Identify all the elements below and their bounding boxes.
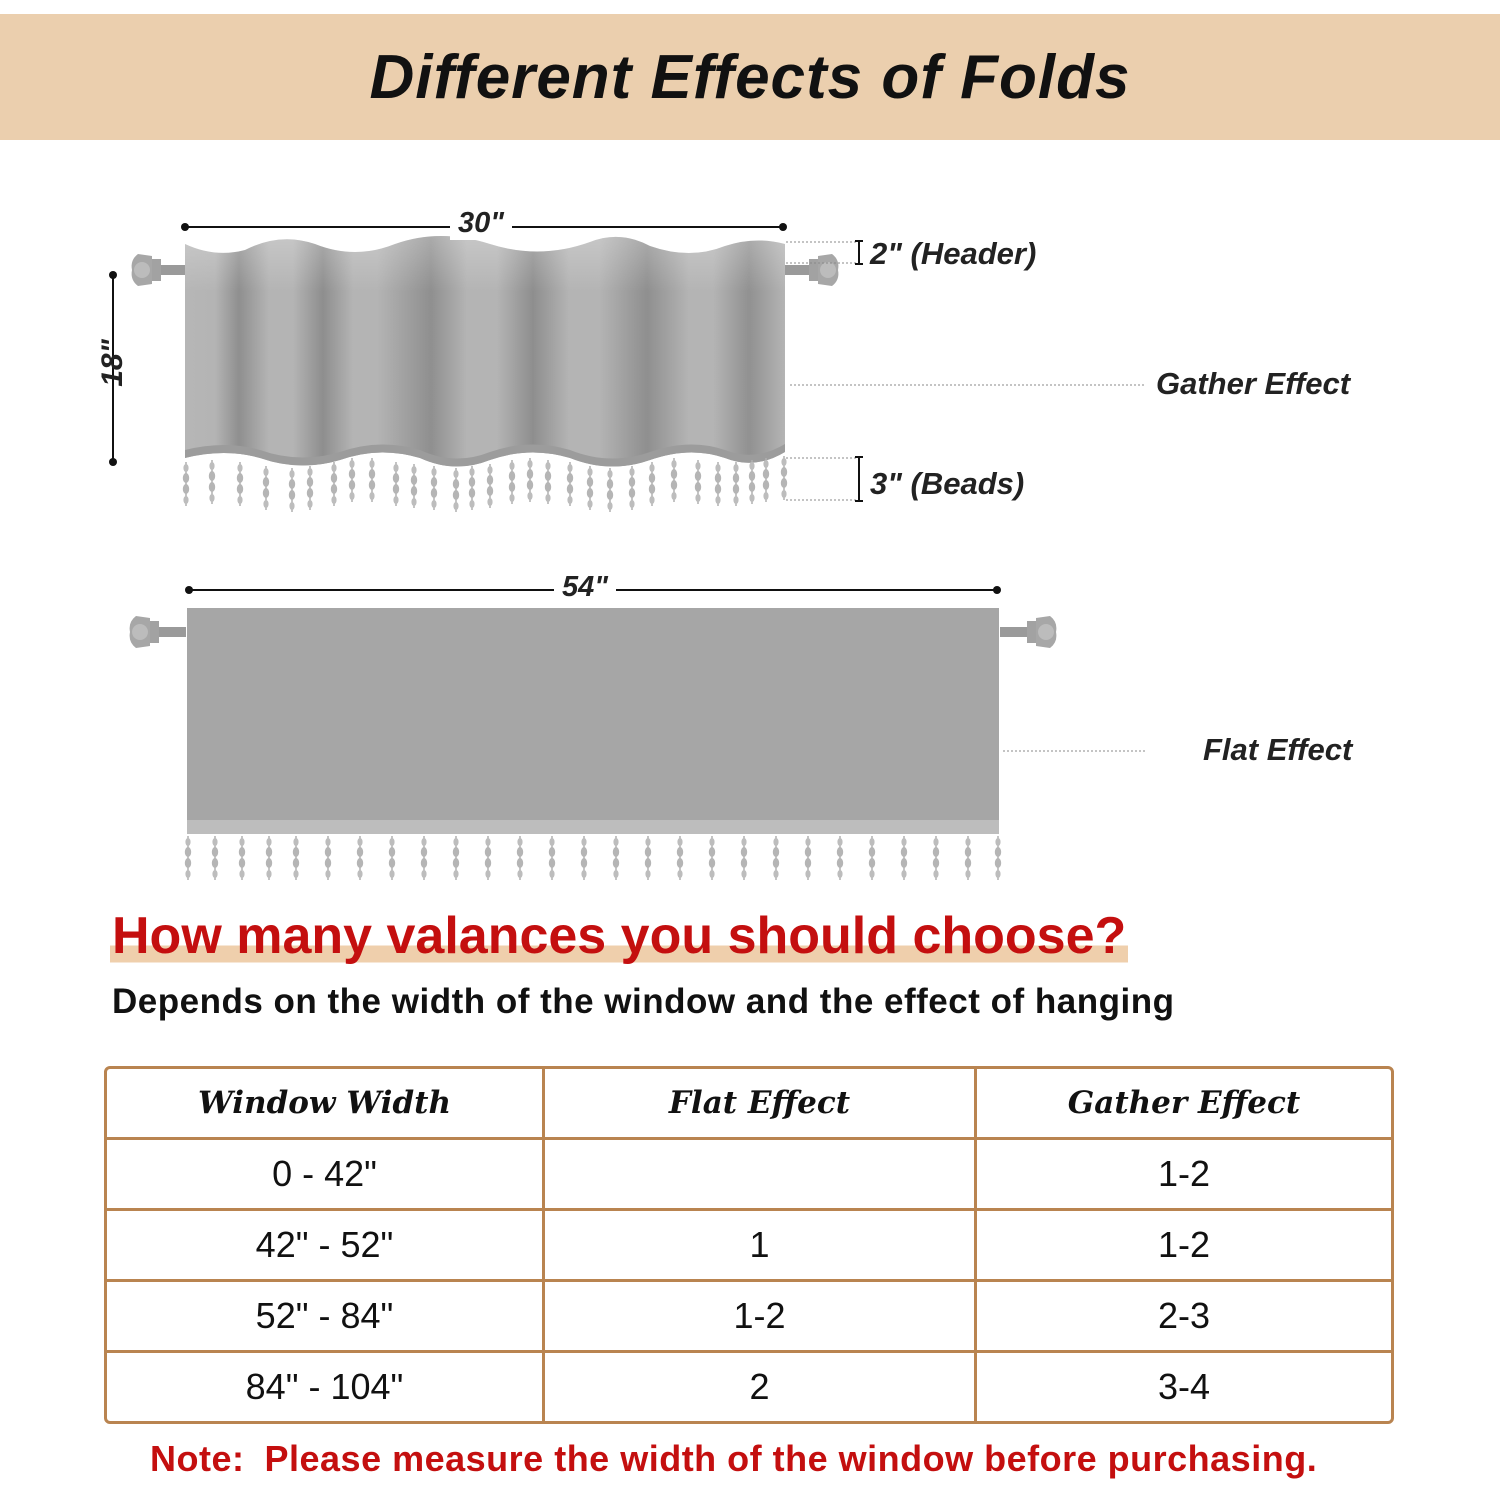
cell-flat-effect: 2	[545, 1353, 977, 1421]
cell-flat-effect: 1	[545, 1211, 977, 1282]
column-header-flat-effect: Flat Effect	[545, 1069, 977, 1140]
cell-flat-effect: 1-2	[545, 1282, 977, 1353]
gather-beads-fringe	[182, 455, 788, 513]
flat-valance-illustration	[129, 586, 1145, 881]
table-row: 84" - 104" 2 3-4	[107, 1353, 1391, 1421]
gather-valance-illustration	[109, 223, 1145, 513]
curtain-rod-finial-right-icon	[782, 254, 839, 286]
cell-flat-effect	[545, 1140, 977, 1211]
cell-gather-effect: 3-4	[1157, 1366, 1211, 1407]
question-subtitle: Depends on the width of the window and t…	[112, 982, 1175, 1021]
curtain-rod-finial-left-icon	[129, 616, 186, 648]
flat-beads-fringe	[184, 835, 1002, 881]
cell-window-width: 84" - 104"	[107, 1353, 545, 1421]
cell-window-width: 52" - 84"	[107, 1282, 545, 1353]
question-heading: How many valances you should choose?	[110, 906, 1129, 966]
flat-valance-fabric	[187, 608, 999, 820]
curtain-rod-finial-right-icon	[1000, 616, 1057, 648]
gather-height-label: 18"	[96, 339, 129, 387]
header-size-label: 2" (Header)	[870, 236, 1037, 271]
flat-width-label: 54"	[554, 571, 617, 604]
title-banner: Different Effects of Folds	[0, 14, 1500, 140]
cell-window-width: 42" - 52"	[107, 1211, 545, 1282]
flat-effect-label: Flat Effect	[1203, 732, 1353, 767]
note-label: Note:	[150, 1438, 245, 1479]
valance-diagrams	[109, 223, 1145, 881]
cell-window-width: 0 - 42"	[107, 1140, 545, 1211]
gather-width-label: 30"	[450, 207, 513, 240]
purchase-note: Note: Please measure the width of the win…	[150, 1438, 1317, 1480]
valance-quantity-table: Window Width Flat Effect Gather Effect 0…	[104, 1066, 1394, 1424]
column-header-window-width: Window Width	[107, 1069, 545, 1140]
table-row: 52" - 84" 1-2 2-3	[107, 1282, 1391, 1353]
gather-valance-hem	[185, 444, 785, 467]
table-row: 42" - 52" 1 1-2	[107, 1211, 1391, 1282]
cell-gather-effect: 2-3	[977, 1282, 1391, 1353]
table-header-row: Window Width Flat Effect Gather Effect	[107, 1069, 1391, 1140]
beads-size-label: 3" (Beads)	[870, 466, 1025, 501]
table-row: 0 - 42" 1-2	[107, 1140, 1391, 1211]
curtain-rod-finial-left-icon	[131, 254, 188, 286]
cell-gather-effect: 1-2	[977, 1211, 1391, 1282]
note-text: Please measure the width of the window b…	[264, 1438, 1318, 1479]
gather-effect-label: Gather Effect	[1156, 366, 1351, 401]
flat-valance-hem	[187, 820, 999, 834]
page-title: Different Effects of Folds	[369, 42, 1131, 112]
cell-gather-effect: 1-2	[977, 1140, 1391, 1211]
column-header-gather-effect: Gather Effect	[977, 1069, 1391, 1140]
